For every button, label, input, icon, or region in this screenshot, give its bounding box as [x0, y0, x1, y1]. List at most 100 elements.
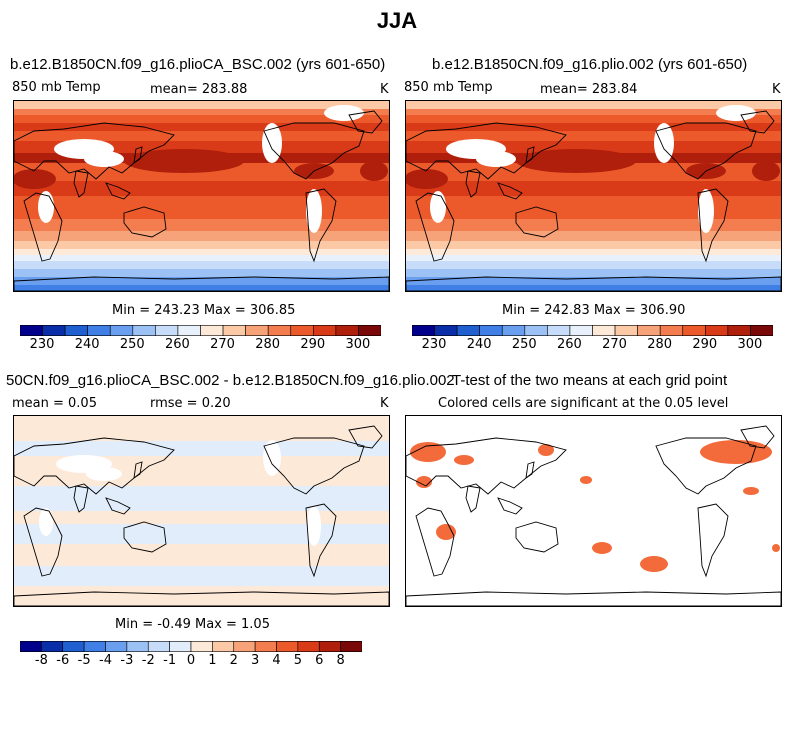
temp-band — [14, 231, 389, 241]
diff-band — [14, 441, 389, 456]
temp-band — [14, 131, 389, 141]
colorbar-tick-label: 230 — [421, 337, 447, 352]
significant-region — [772, 544, 780, 552]
temp-band — [406, 196, 781, 219]
colorbar-tick-label: -2 — [141, 653, 155, 668]
missing-data-region — [306, 189, 322, 233]
panel3-rmse: rmse = 0.20 — [150, 396, 231, 411]
missing-data-region — [698, 189, 714, 233]
coastline — [73, 170, 89, 198]
coastline — [697, 503, 729, 578]
significant-region — [410, 442, 446, 462]
coastline — [263, 437, 365, 495]
missing-data-region — [38, 191, 54, 223]
colorbar-tick-label: -5 — [77, 653, 91, 668]
coastline — [465, 485, 481, 513]
temp-band — [406, 277, 781, 285]
colorbar-tick-label: 240 — [74, 337, 100, 352]
temp-band — [406, 269, 781, 277]
significant-region — [416, 476, 432, 488]
panel2-colorbar — [411, 323, 774, 336]
coastline — [133, 461, 143, 479]
warm-region — [406, 169, 448, 189]
panel3-colorbar — [19, 639, 363, 652]
missing-data-region — [84, 151, 124, 167]
colorbar-tick-label: 290 — [692, 337, 718, 352]
panel3-units: K — [380, 396, 389, 411]
coastline — [305, 188, 337, 263]
colorbar-tick-label: 260 — [556, 337, 582, 352]
panel1-variable: 850 mb Temp — [12, 80, 101, 95]
coastline — [515, 206, 559, 238]
coastline — [655, 122, 757, 180]
panel1-colorbar — [19, 323, 382, 336]
coastline — [123, 206, 167, 238]
temp-band — [406, 101, 781, 109]
panel2-title: b.e12.B1850CN.f09_g16.plio.002 (yrs 601-… — [432, 56, 748, 73]
colorbar-tick-label: -6 — [56, 653, 70, 668]
colorbar-tick-label: 280 — [255, 337, 281, 352]
temp-band — [406, 123, 781, 131]
diff-band — [14, 486, 389, 511]
missing-data-region — [654, 123, 674, 163]
warm-region — [14, 169, 56, 189]
missing-data-region — [86, 467, 122, 481]
coastline — [415, 507, 455, 577]
panel3-map — [13, 415, 390, 607]
warm-region — [124, 149, 244, 173]
diff-band — [14, 566, 389, 586]
coastline — [525, 146, 535, 164]
temp-band — [406, 285, 781, 291]
colorbar-tick-label: -4 — [99, 653, 112, 668]
temp-band — [406, 219, 781, 231]
missing-data-region — [39, 508, 53, 536]
warm-region — [752, 161, 780, 181]
temp-band — [14, 255, 389, 261]
colorbar-tick-label: 240 — [466, 337, 492, 352]
coastline — [525, 461, 535, 479]
significant-region — [640, 556, 668, 572]
panel3-title: 50CN.f09_g16.plioCA_BSC.002 - b.e12.B185… — [6, 372, 455, 389]
panel1-colorbar-ticks: 230 240 250 260 270 280 290 300 — [20, 335, 381, 352]
colorbar-tick-label: 2 — [229, 653, 238, 668]
panel1-units: K — [380, 82, 389, 97]
diff-band — [14, 511, 389, 524]
temp-band — [406, 249, 781, 255]
temp-band — [406, 131, 781, 141]
temp-band — [14, 123, 389, 131]
colorbar-tick-label: 6 — [315, 653, 324, 668]
diff-band — [14, 524, 389, 544]
significant-region — [454, 455, 474, 465]
temp-band — [14, 285, 389, 291]
coastline — [415, 192, 455, 262]
temp-band — [14, 109, 389, 115]
panel1-minmax: Min = 243.23 Max = 306.85 — [112, 303, 296, 318]
temp-band — [406, 115, 781, 123]
missing-data-region — [476, 151, 516, 167]
colorbar-tick-label: 260 — [164, 337, 190, 352]
colorbar-tick-label: 300 — [345, 337, 371, 352]
panel2-map — [405, 100, 782, 292]
coastline — [23, 192, 63, 262]
coastline — [105, 182, 131, 200]
missing-data-region — [430, 191, 446, 223]
colorbar-tick-label: 250 — [511, 337, 537, 352]
coastline — [105, 497, 131, 515]
temp-band — [14, 249, 389, 255]
coastline — [465, 170, 481, 198]
significant-region — [592, 542, 612, 554]
coastline — [497, 497, 523, 515]
colorbar-tick-label: 300 — [737, 337, 763, 352]
coastline — [23, 507, 63, 577]
panel1-map — [13, 100, 390, 292]
panel4-map — [405, 415, 782, 607]
significant-region — [700, 440, 772, 464]
colorbar-tick-label: 5 — [293, 653, 303, 668]
map-canvas — [406, 101, 781, 291]
coastline — [305, 503, 337, 578]
diff-band — [14, 416, 389, 441]
coastline — [655, 437, 757, 495]
temp-band — [406, 109, 781, 115]
significant-region — [743, 487, 759, 495]
missing-data-region — [324, 105, 364, 121]
